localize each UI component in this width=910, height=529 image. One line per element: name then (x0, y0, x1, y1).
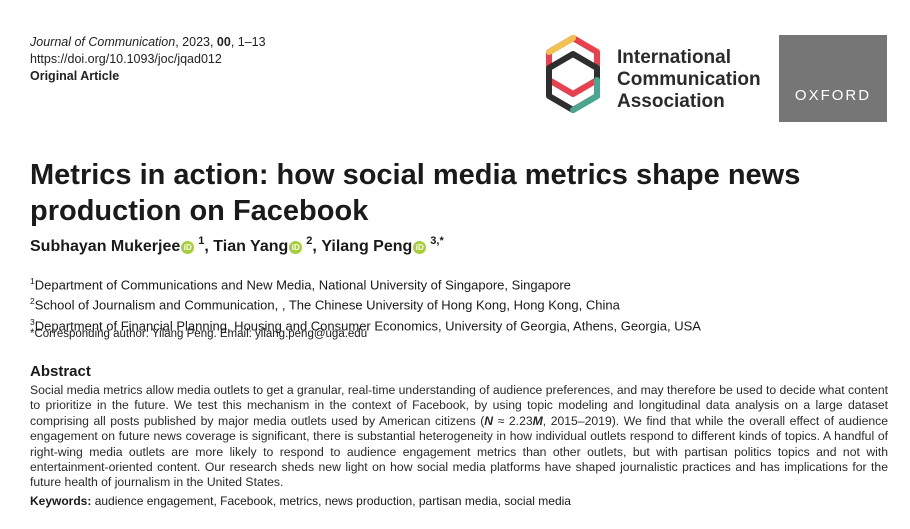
author-affil-num: 1 (198, 235, 205, 247)
author-name[interactable]: Yilang Peng (321, 238, 413, 255)
affiliation-item: 3Department of Financial Planning, Housi… (30, 314, 701, 334)
author-separator: , (204, 238, 214, 255)
affiliation-item: 1Department of Communications and New Me… (30, 273, 701, 293)
journal-pages: , 1–13 (230, 35, 266, 49)
ica-name: International Communication Association (617, 47, 761, 113)
article-title: Metrics in action: how social media metr… (30, 159, 801, 227)
author-separator: , (312, 238, 322, 255)
author-name[interactable]: Subhayan Mukerjee (30, 238, 181, 255)
oxford-logo: OXFORD (779, 35, 887, 122)
affiliation-text: Department of Communications and New Med… (34, 277, 571, 293)
keywords-list: audience engagement, Facebook, metrics, … (91, 494, 571, 508)
orcid-icon[interactable]: iD (413, 240, 427, 254)
affiliation-num: 1 (30, 276, 35, 286)
affiliation-num: 2 (30, 296, 35, 307)
author-affil-num: 2 (306, 235, 313, 247)
journal-volume: 00 (216, 35, 231, 49)
abstract-heading: Abstract (30, 363, 91, 380)
affiliation-item: 2School of Journalism and Communication,… (30, 293, 701, 313)
journal-citation: Journal of Communication, 2023, 00, 1–13 (30, 34, 266, 51)
author-affil-num: 3,* (430, 235, 444, 247)
affiliation-num: 3 (30, 316, 35, 327)
affiliation-text: Department of Financial Planning, Housin… (34, 317, 701, 333)
author-name[interactable]: Tian Yang (213, 238, 289, 255)
abstract-body: Social media metrics allow media outlets… (30, 383, 888, 491)
author-list: Subhayan Mukerjee iD 1, Tian Yang iD 2, Yila… (30, 235, 444, 256)
ica-line-3: Association (617, 91, 725, 112)
abstract-n-symbol: N (484, 413, 494, 428)
ica-line-2: Communication (617, 69, 761, 90)
affiliation-text: School of Journalism and Communication, … (34, 297, 620, 313)
journal-meta: Journal of Communication, 2023, 00, 1–13… (30, 34, 266, 85)
oxford-label: OXFORD (794, 87, 872, 104)
abstract-approx: ≈ 2.23 (493, 413, 533, 428)
abstract-text-2: , 2015–2019). We find that while the ove… (30, 413, 889, 490)
abstract-text-1: Social media metrics allow media outlets… (30, 383, 888, 428)
article-type: Original Article (30, 69, 120, 83)
ica-logo-icon (546, 35, 600, 113)
doi-link[interactable]: https://doi.org/10.1093/joc/jqad012 (30, 52, 222, 66)
corresponding-author: *Corresponding author: Yilang Peng. Emai… (30, 328, 368, 340)
orcid-icon[interactable]: iD (289, 240, 303, 254)
keywords: Keywords: audience engagement, Facebook,… (30, 494, 571, 508)
ica-line-1: International (617, 47, 732, 68)
abstract-m-symbol: M (532, 413, 543, 428)
orcid-icon[interactable]: iD (181, 240, 195, 254)
keywords-label: Keywords: (30, 494, 92, 508)
journal-year: , 2023, (175, 35, 217, 49)
affiliations: 1Department of Communications and New Me… (30, 273, 701, 334)
journal-name: Journal of Communication (30, 35, 176, 49)
